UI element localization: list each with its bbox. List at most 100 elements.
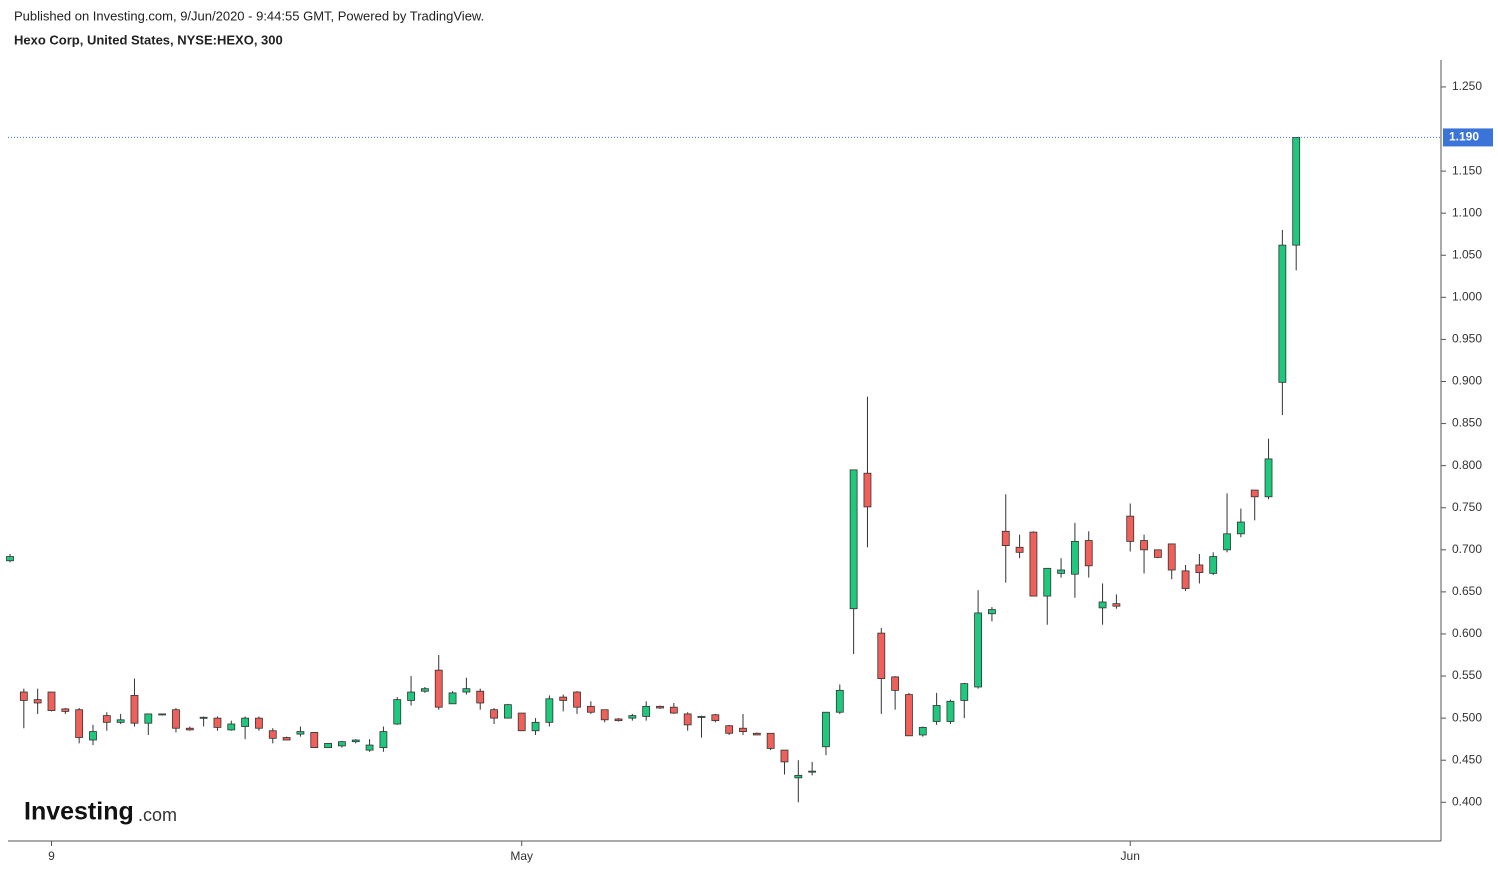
y-tick-label: 0.900: [1452, 374, 1482, 388]
candle-body: [1223, 533, 1231, 551]
candle-body: [794, 774, 803, 779]
y-tick-label: 0.700: [1452, 542, 1482, 556]
y-tick-label: 1.000: [1452, 290, 1482, 304]
candle-body: [296, 731, 305, 735]
candle-body: [780, 749, 789, 763]
candle-body: [1098, 601, 1107, 609]
candle-body: [268, 730, 277, 739]
y-tick-label: 1.050: [1452, 247, 1482, 261]
candle-body: [1112, 603, 1121, 607]
y-tick-label: 1.250: [1452, 79, 1482, 93]
candle-body: [600, 709, 609, 721]
candle-body: [946, 700, 955, 722]
candle-body: [282, 737, 291, 741]
candle-body: [199, 716, 208, 719]
candle-body: [711, 714, 720, 722]
candle-body: [822, 711, 830, 748]
candle-body: [1236, 521, 1245, 535]
candle-body: [241, 717, 250, 727]
candle-body: [932, 705, 941, 722]
candle-body: [227, 723, 236, 731]
candle-body: [379, 731, 388, 748]
last-price-box: [1443, 128, 1493, 147]
candle-body: [517, 712, 526, 732]
candle-body: [61, 708, 70, 712]
candle-body: [683, 713, 692, 726]
candle-body: [1278, 244, 1287, 383]
y-tick-label: 0.800: [1452, 458, 1482, 472]
candle-body: [1181, 570, 1190, 589]
candle-body: [849, 469, 858, 610]
candle-body: [393, 699, 402, 725]
y-tick-label: 0.950: [1452, 332, 1482, 346]
candle-body: [669, 706, 678, 714]
candle-body: [407, 691, 415, 701]
candle-body: [338, 741, 346, 747]
candle-body: [144, 713, 153, 724]
logo-suffix: .com: [138, 805, 177, 825]
candle-body: [891, 676, 900, 691]
candle-body: [988, 609, 996, 615]
published-note: Published on Investing.com, 9/Jun/2020 -…: [14, 8, 484, 23]
candle-body: [448, 692, 457, 705]
candle-body: [656, 705, 664, 709]
candle-body: [1195, 564, 1204, 573]
candle-body: [905, 694, 913, 737]
candle-body: [559, 696, 568, 701]
candle-body: [918, 726, 927, 736]
candle-body: [1084, 540, 1093, 567]
y-tick-label: 0.450: [1452, 752, 1482, 766]
candle-body: [116, 719, 125, 723]
candle-body: [1250, 489, 1259, 498]
candle-body: [89, 731, 97, 741]
candle-body: [503, 704, 512, 719]
y-tick-label: 0.500: [1452, 710, 1482, 724]
candle-body: [1167, 543, 1176, 571]
candle-body: [351, 739, 360, 743]
candle-body: [808, 770, 817, 773]
candle-body: [172, 709, 180, 729]
candle-body: [490, 709, 498, 719]
candle-body: [255, 717, 263, 729]
candle-body: [476, 690, 485, 704]
candle-body: [642, 705, 651, 717]
y-tick-label: 0.600: [1452, 626, 1482, 640]
candle-body: [1153, 549, 1162, 558]
candle-body: [1057, 569, 1065, 574]
candle-body: [1264, 458, 1273, 498]
candle-body: [420, 688, 429, 692]
x-tick-label: May: [510, 849, 533, 863]
candle-body: [1001, 530, 1010, 547]
y-tick-label: 1.150: [1452, 163, 1482, 177]
candle-body: [725, 725, 734, 734]
candle-body: [863, 472, 872, 508]
candle-body: [752, 732, 761, 736]
candle-body: [158, 713, 167, 716]
candle-body: [586, 705, 595, 713]
y-tick-label: 0.650: [1452, 584, 1482, 598]
candle-body: [877, 632, 886, 679]
candle-body: [960, 683, 969, 701]
candle-body: [185, 727, 194, 731]
candle-body: [1029, 531, 1038, 597]
candle-body: [531, 721, 540, 732]
candle-body: [102, 715, 111, 723]
logo-brand: Investing: [24, 798, 134, 826]
candle-body: [614, 718, 623, 722]
y-tick-label: 1.100: [1452, 205, 1482, 219]
candle-body: [1292, 137, 1301, 246]
x-tick-label: 9: [48, 849, 55, 863]
y-tick-label: 0.850: [1452, 416, 1482, 430]
candle-body: [766, 732, 775, 749]
candle-body: [1140, 540, 1148, 551]
x-tick-label: Jun: [1121, 849, 1140, 863]
candle-body: [33, 699, 42, 704]
candle-body: [6, 556, 14, 562]
candle-body: [324, 742, 332, 748]
y-tick-label: 0.750: [1452, 500, 1482, 514]
candle-body: [545, 698, 554, 723]
candle-body: [1043, 567, 1052, 597]
candle-body: [47, 691, 56, 711]
candle-body: [739, 727, 747, 732]
y-tick-label: 0.550: [1452, 668, 1482, 682]
